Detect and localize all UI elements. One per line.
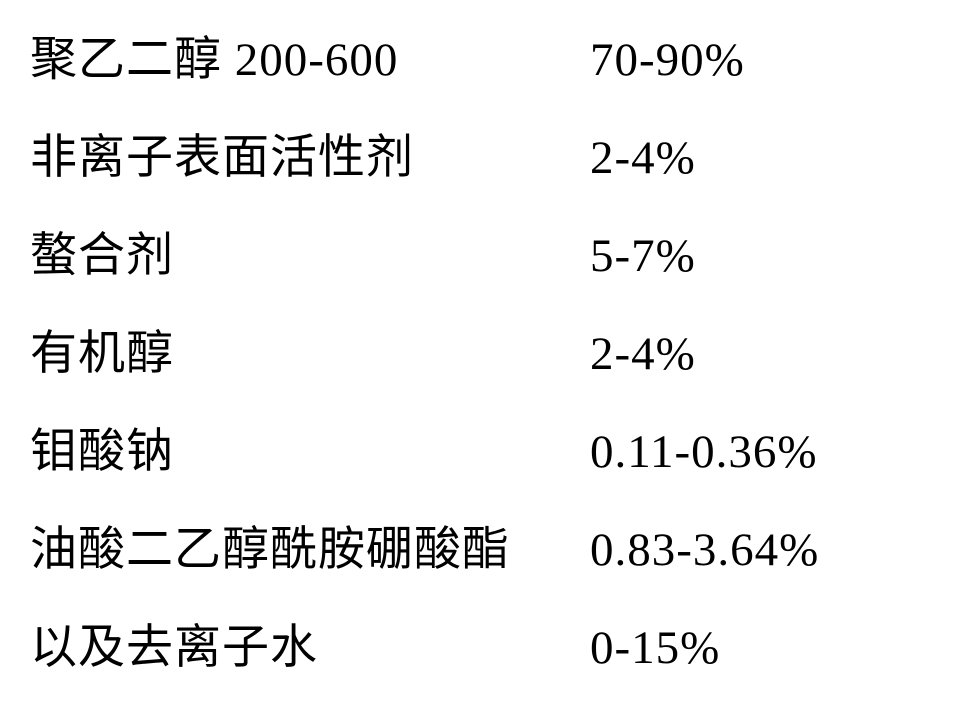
ingredient-value: 0.11-0.36% bbox=[590, 425, 818, 479]
table-row: 聚乙二醇 200-600 70-90% bbox=[30, 20, 940, 118]
composition-table: 聚乙二醇 200-600 70-90% 非离子表面活性剂 2-4% 螯合剂 5-… bbox=[30, 20, 940, 706]
table-row: 以及去离子水 0-15% bbox=[30, 608, 940, 706]
ingredient-label: 非离子表面活性剂 bbox=[30, 118, 590, 187]
ingredient-label: 螯合剂 bbox=[30, 216, 590, 285]
ingredient-label: 钼酸钠 bbox=[30, 412, 590, 481]
ingredient-value: 0-15% bbox=[590, 621, 720, 675]
table-row: 螯合剂 5-7% bbox=[30, 216, 940, 314]
ingredient-value: 70-90% bbox=[590, 33, 745, 87]
ingredient-value: 2-4% bbox=[590, 327, 696, 381]
table-row: 非离子表面活性剂 2-4% bbox=[30, 118, 940, 216]
ingredient-label: 有机醇 bbox=[30, 314, 590, 383]
ingredient-label: 聚乙二醇 200-600 bbox=[30, 20, 590, 89]
table-row: 钼酸钠 0.11-0.36% bbox=[30, 412, 940, 510]
ingredient-value: 5-7% bbox=[590, 229, 696, 283]
ingredient-label: 油酸二乙醇酰胺硼酸酯 bbox=[30, 510, 590, 579]
ingredient-value: 0.83-3.64% bbox=[590, 523, 819, 577]
table-row: 油酸二乙醇酰胺硼酸酯 0.83-3.64% bbox=[30, 510, 940, 608]
ingredient-value: 2-4% bbox=[590, 131, 696, 185]
ingredient-label: 以及去离子水 bbox=[30, 608, 590, 677]
table-row: 有机醇 2-4% bbox=[30, 314, 940, 412]
